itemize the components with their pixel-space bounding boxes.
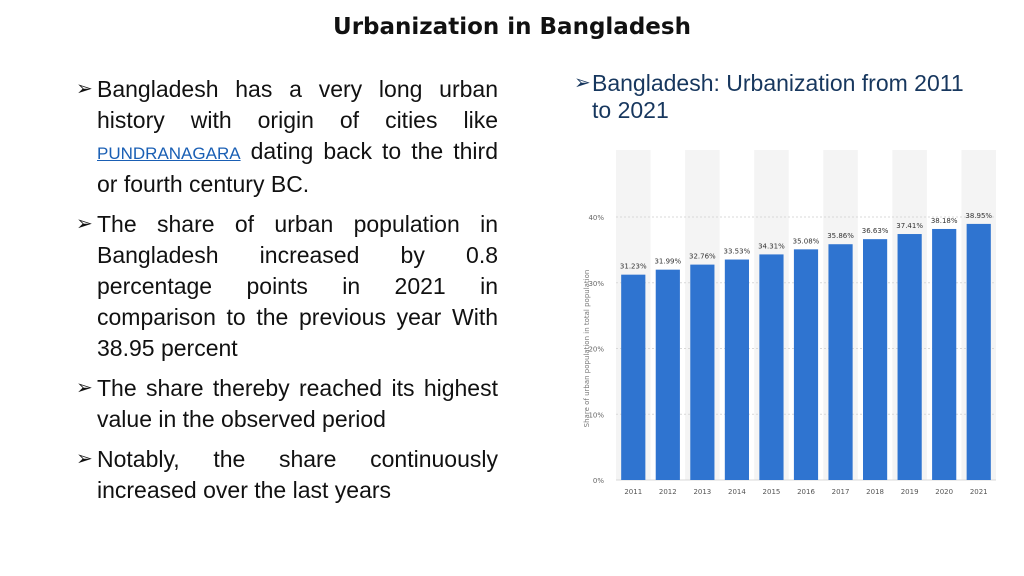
x-tick-label: 2011 <box>624 488 642 496</box>
bar <box>724 259 749 480</box>
y-tick-label: 20% <box>588 346 604 354</box>
bar <box>690 264 715 480</box>
x-tick-label: 2020 <box>935 488 953 496</box>
x-tick-label: 2019 <box>901 488 919 496</box>
bar <box>655 269 680 480</box>
x-tick-label: 2014 <box>728 488 746 496</box>
x-tick-label: 2012 <box>659 488 677 496</box>
bullet-text: Notably, the share continuously increase… <box>97 446 498 503</box>
bar <box>828 244 853 480</box>
bar <box>863 239 888 480</box>
data-label: 35.08% <box>793 237 820 245</box>
y-tick-label: 40% <box>588 214 604 222</box>
bullet-continuous-increase: ➢ Notably, the share continuously increa… <box>76 444 498 506</box>
bar-chart-svg: 0% 10% 20% 30% 40% Share of urban population … <box>583 150 996 496</box>
data-label: 38.18% <box>931 217 958 225</box>
data-label: 35.86% <box>827 232 854 240</box>
data-label: 36.63% <box>862 227 889 235</box>
bullet-highest-value: ➢ The share thereby reached its highest … <box>76 373 498 435</box>
y-tick-label: 30% <box>588 280 604 288</box>
data-label: 33.53% <box>724 248 751 256</box>
bullet-share-increase: ➢ The share of urban population in Bangl… <box>76 209 498 364</box>
arrow-bullet-icon: ➢ <box>76 213 93 235</box>
bullet-history: ➢ Bangladesh has a very long urban histo… <box>76 74 498 200</box>
data-label: 38.95% <box>965 212 992 220</box>
data-label: 37.41% <box>896 222 923 230</box>
chart-heading-text: Bangladesh: Urbanization from 2011 to 20… <box>592 70 964 123</box>
bar <box>897 234 922 480</box>
data-label: 31.23% <box>620 263 647 271</box>
bullet-text-cont: dating back to the third or fourth centu… <box>97 138 498 197</box>
arrow-bullet-icon: ➢ <box>76 377 93 399</box>
arrow-bullet-icon: ➢ <box>574 72 591 94</box>
bar <box>621 274 646 480</box>
y-axis-label: Share of urban population in total popul… <box>583 270 591 428</box>
bar <box>793 249 819 480</box>
page-title: Urbanization in Bangladesh <box>333 14 691 40</box>
x-tick-label: 2016 <box>797 488 815 496</box>
x-tick-label: 2021 <box>970 488 988 496</box>
x-tick-label: 2018 <box>866 488 884 496</box>
x-tick-label: 2017 <box>832 488 850 496</box>
bar <box>759 254 784 480</box>
arrow-bullet-icon: ➢ <box>76 448 93 470</box>
urbanization-chart: 0% 10% 20% 30% 40% Share of urban population … <box>564 138 1004 508</box>
bullet-text: The share thereby reached its highest va… <box>97 375 498 432</box>
data-label: 32.76% <box>689 253 716 261</box>
bar <box>966 223 991 480</box>
data-label: 31.99% <box>654 258 681 266</box>
y-tick-label: 10% <box>588 411 604 419</box>
x-tick-label: 2015 <box>763 488 781 496</box>
left-bullet-list: ➢ Bangladesh has a very long urban histo… <box>76 74 498 515</box>
bar <box>932 228 957 480</box>
pundranagara-link[interactable]: PUNDRANAGARA <box>97 144 241 163</box>
chart-heading: ➢ Bangladesh: Urbanization from 2011 to … <box>574 70 974 124</box>
y-tick-label: 0% <box>593 477 604 485</box>
bullet-text: Bangladesh has a very long urban history… <box>97 76 498 133</box>
arrow-bullet-icon: ➢ <box>76 78 93 100</box>
data-label: 34.31% <box>758 242 785 250</box>
x-tick-label: 2013 <box>693 488 711 496</box>
bullet-text: The share of urban population in Banglad… <box>97 211 498 361</box>
